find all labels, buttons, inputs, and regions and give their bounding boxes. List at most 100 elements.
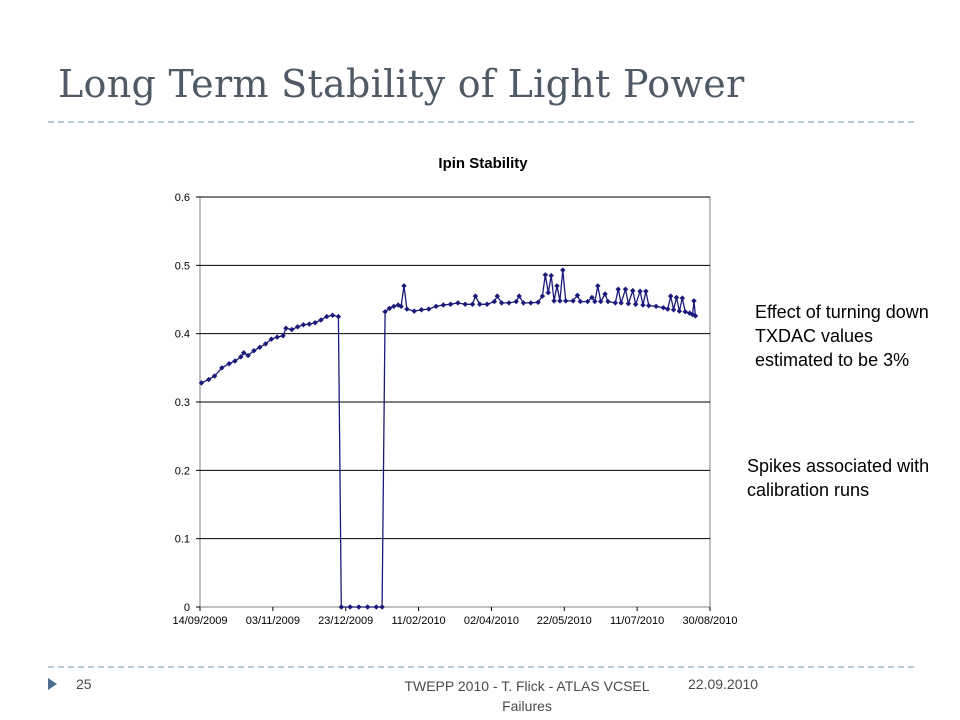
data-point [433, 303, 439, 310]
data-point [373, 604, 380, 610]
data-point [274, 334, 280, 340]
data-point [612, 300, 619, 306]
data-point [506, 300, 512, 306]
data-point [469, 301, 476, 308]
data-point [280, 332, 286, 339]
y-tick-label: 0.2 [175, 465, 190, 477]
data-point [602, 291, 608, 297]
data-point [676, 308, 683, 314]
data-point [673, 294, 680, 301]
data-point [211, 373, 218, 379]
talk-info-line2: Failures [502, 698, 552, 714]
data-point [494, 293, 500, 299]
page-number: 25 [76, 676, 92, 692]
data-point [379, 604, 385, 610]
data-point [268, 336, 275, 342]
data-point [498, 300, 505, 306]
data-point [682, 309, 688, 315]
note-calibration-spikes: Spikes associated with calibration runs [747, 456, 930, 500]
data-point [462, 301, 468, 308]
data-point [262, 341, 269, 347]
data-point [418, 307, 425, 313]
y-tick-label: 0.6 [175, 192, 190, 204]
x-tick-label: 03/11/2009 [246, 615, 300, 627]
data-point [589, 294, 595, 301]
y-tick-label: 0.5 [175, 260, 190, 272]
chart-title: Ipin Stability [438, 155, 528, 172]
data-point [318, 317, 324, 323]
data-point [306, 321, 313, 327]
data-point [300, 322, 307, 328]
data-point [329, 312, 336, 318]
data-point [595, 283, 601, 289]
data-point [689, 311, 696, 318]
data-point [548, 272, 554, 279]
data-point [440, 302, 447, 308]
data-point [597, 298, 604, 305]
y-tick-label: 0.1 [175, 534, 190, 546]
x-tick-label: 23/12/2009 [318, 615, 373, 627]
data-point [426, 306, 432, 312]
data-point [386, 305, 393, 312]
data-point [686, 310, 693, 316]
data-point [692, 313, 699, 319]
data-point [618, 300, 624, 306]
data-point [338, 604, 345, 610]
data-point [472, 293, 479, 299]
data-point [660, 304, 667, 311]
data-point [665, 306, 671, 312]
data-point [382, 309, 388, 315]
note-txdac-effect: Effect of turning down TXDAC values esti… [755, 302, 929, 370]
data-point [622, 286, 629, 292]
data-point [691, 298, 697, 304]
data-point [625, 300, 632, 307]
data-point [206, 376, 212, 383]
data-point [615, 286, 621, 292]
data-point [570, 298, 576, 304]
data-point [232, 358, 238, 364]
footer-divider [48, 666, 914, 668]
data-point [395, 302, 401, 308]
data-point [245, 352, 251, 359]
data-point [574, 292, 581, 299]
data-point [528, 300, 534, 306]
y-tick-label: 0.3 [175, 397, 190, 409]
data-point [646, 302, 652, 309]
data-point [477, 301, 483, 308]
data-point [251, 348, 257, 354]
data-point [198, 380, 205, 386]
x-tick-label: 11/02/2010 [391, 615, 445, 627]
slide-title: Long Term Stability of Light Power [58, 62, 745, 106]
data-point [219, 365, 225, 371]
data-point [584, 298, 591, 305]
talk-info: TWEPP 2010 - T. Flick - ATLAS VCSEL Fail… [372, 676, 682, 716]
y-axis-tick-labels: 0 0.1 0.2 0.3 0.4 0.5 0.6 [175, 192, 190, 614]
triangle-bullet-icon [48, 678, 57, 690]
data-point [563, 298, 569, 304]
data-point [679, 295, 686, 301]
data-point [577, 298, 584, 305]
data-point [294, 324, 301, 330]
data-point [535, 299, 541, 305]
data-point [240, 350, 247, 356]
data-point [539, 293, 546, 299]
x-tick-label: 22/05/2010 [537, 615, 592, 627]
x-axis-tick-labels: 14/09/2009 03/11/2009 23/12/2009 11/02/2010… [172, 615, 737, 627]
data-point [667, 293, 674, 299]
data-point [520, 300, 527, 306]
data-point [324, 313, 330, 320]
data-point [347, 604, 353, 610]
gridlines [196, 196, 711, 611]
chart-svg: Ipin Stability 0 0.1 0.2 0.3 0.4 0.5 0.6 14/09… [172, 155, 737, 627]
data-point [356, 604, 362, 610]
data-point [513, 298, 519, 305]
data-point [605, 298, 611, 305]
data-point [557, 298, 563, 304]
data-point [447, 301, 454, 308]
data-point [640, 302, 646, 308]
data-point [238, 354, 244, 360]
data-point [491, 298, 498, 305]
talk-date: 22.09.2010 [688, 676, 759, 692]
data-point [335, 313, 342, 320]
data-point [632, 301, 639, 308]
